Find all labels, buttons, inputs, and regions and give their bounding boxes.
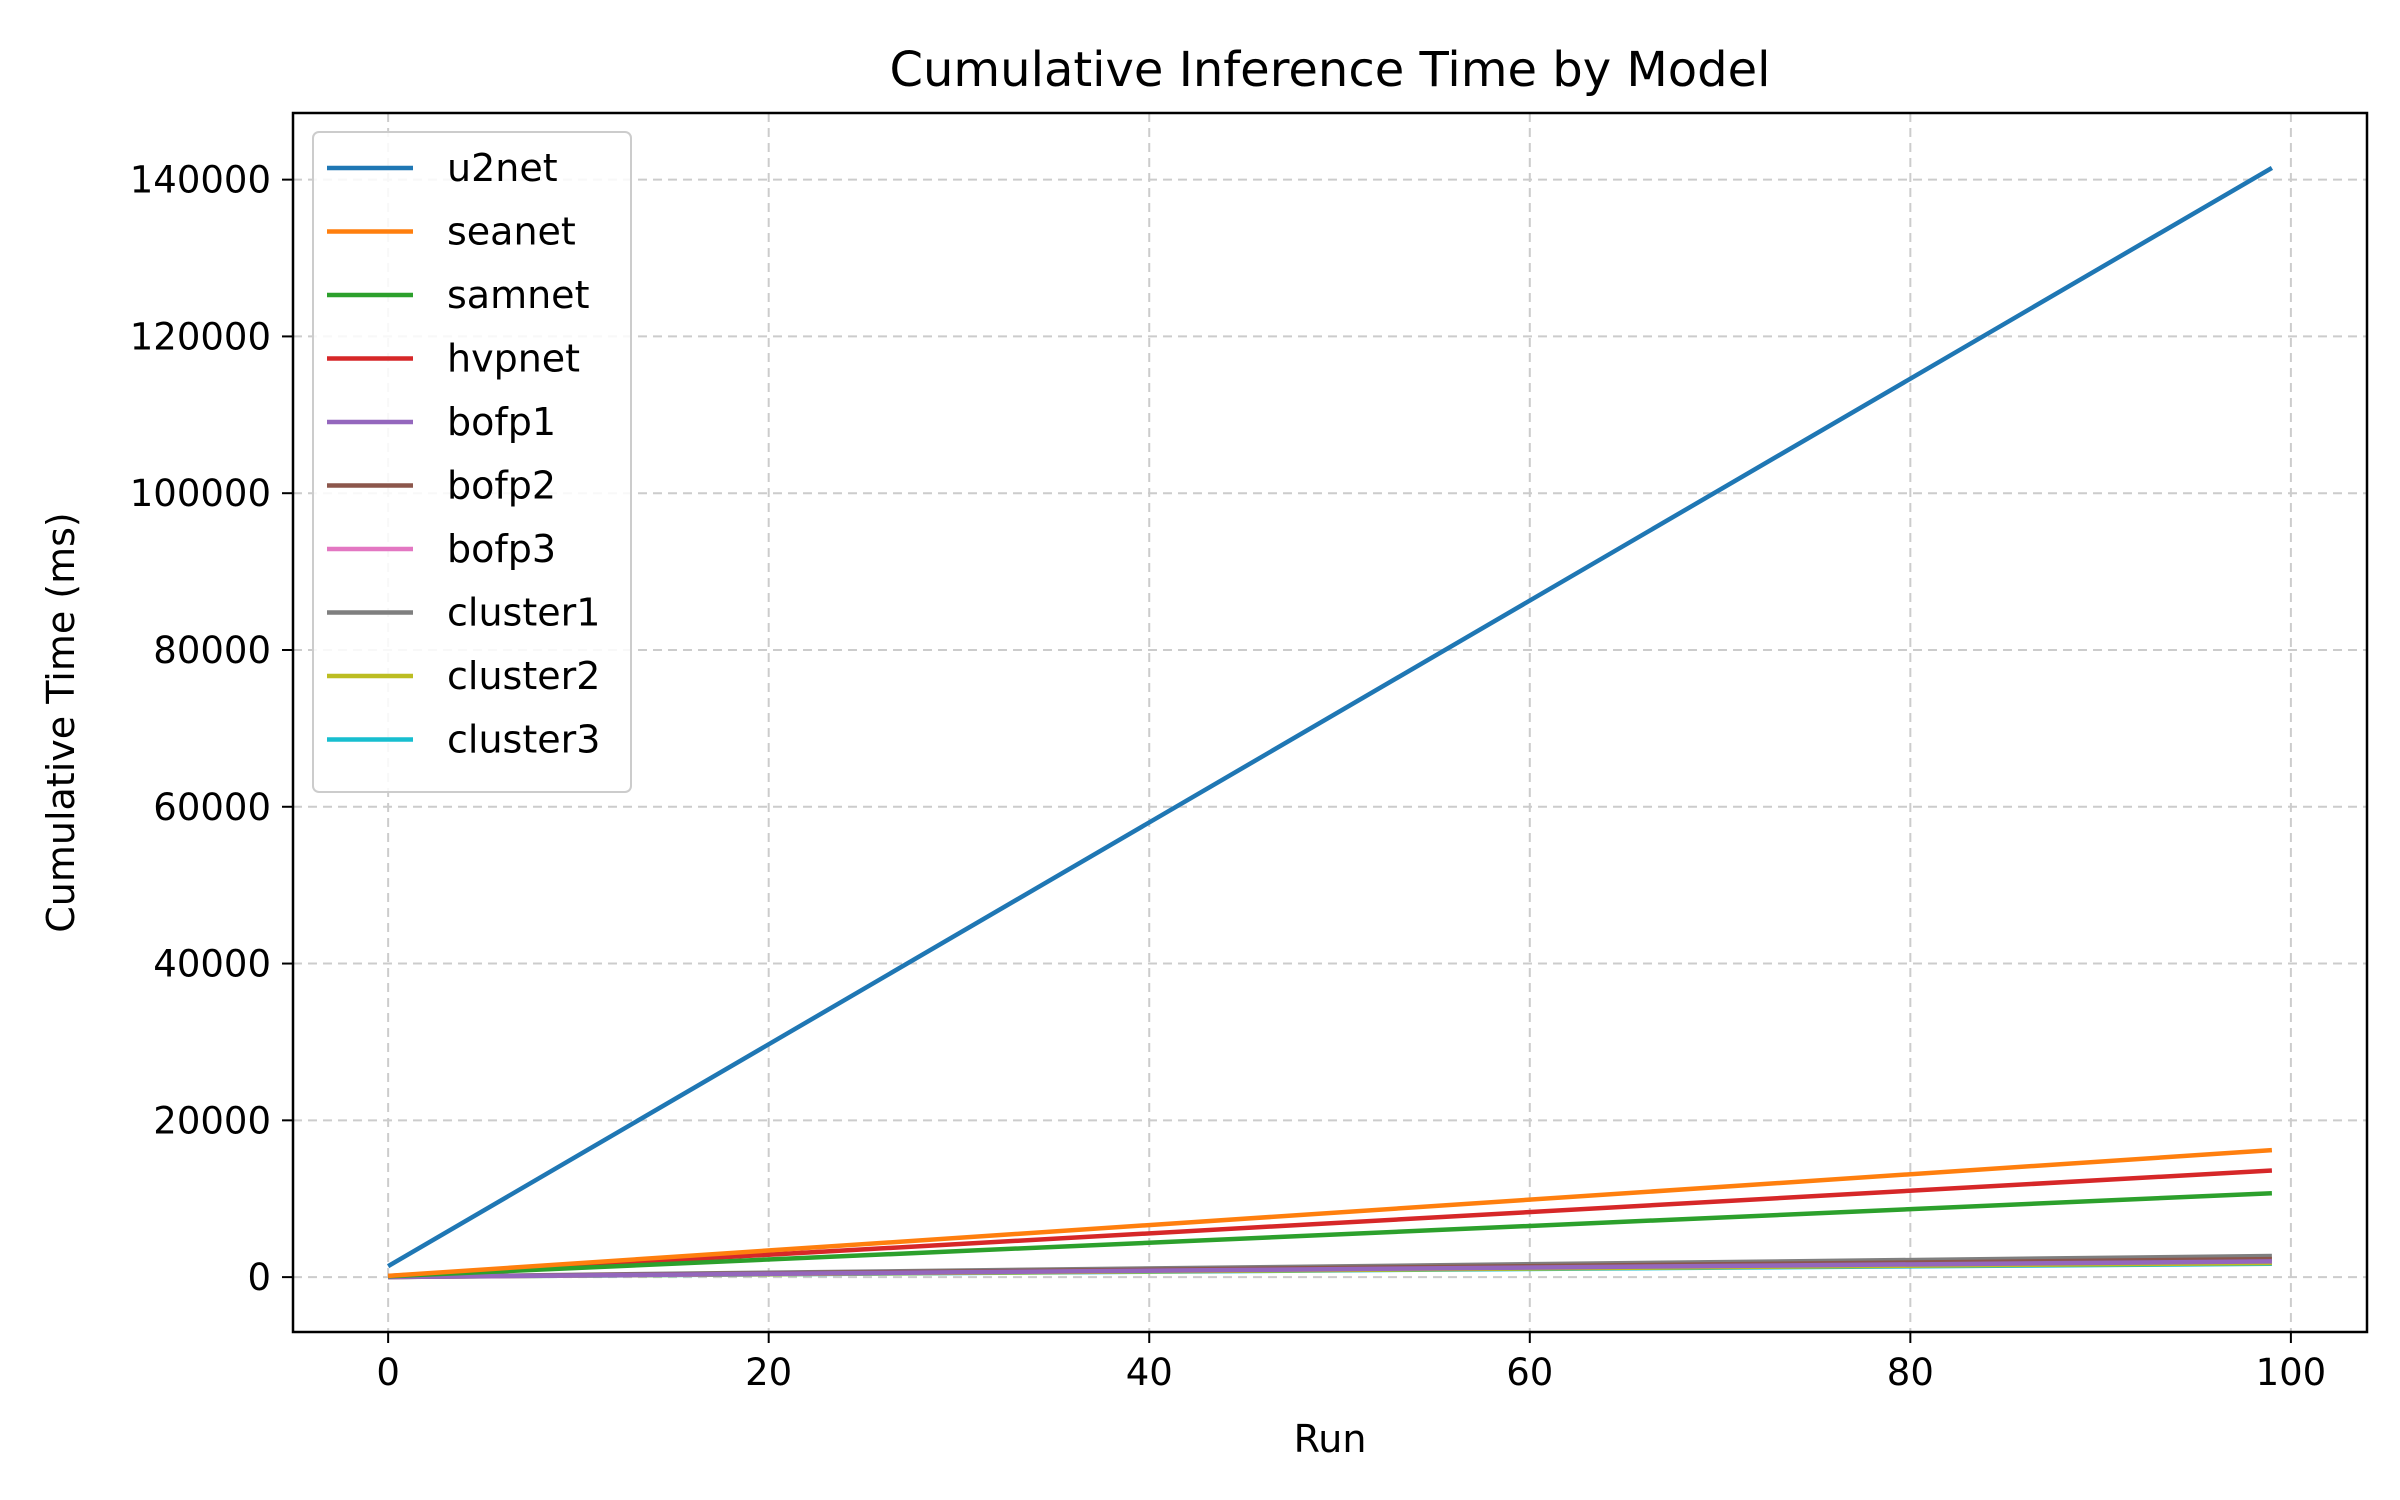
series-lines (386, 165, 2274, 1280)
plot-frame (291, 111, 2369, 1334)
y-tick-label: 60000 (153, 786, 271, 829)
legend-label: seanet (447, 210, 576, 254)
series-line-seanet (387, 1147, 2273, 1279)
series-line-bofp1 (388, 1259, 2272, 1280)
x-tick-label: 60 (1506, 1351, 1553, 1394)
y-tick-label: 120000 (130, 315, 271, 358)
x-axis-label: Run (1294, 1417, 1367, 1461)
series-line-samnet (388, 1190, 2272, 1279)
y-tick-label: 100000 (130, 472, 271, 515)
y-tick-label: 0 (247, 1256, 271, 1299)
x-tick-label: 100 (2256, 1351, 2327, 1394)
y-tick-label: 40000 (153, 943, 271, 986)
legend-label: cluster2 (447, 654, 600, 698)
chart-title: Cumulative Inference Time by Model (889, 42, 1770, 98)
x-tick-label: 40 (1126, 1351, 1173, 1394)
series-line-u2net (386, 165, 2274, 1269)
legend-label: bofp2 (447, 464, 556, 508)
legend: u2net seanet samnet hvpnet bofp1 bofp2 bofp3 cl… (312, 131, 632, 793)
y-tick-label: 140000 (130, 159, 271, 202)
y-tick-label: 80000 (153, 629, 271, 672)
axis-ticks: 0 20 40 60 80 100 0 20000 40000 60000 80000 100000 1… (130, 159, 2326, 1394)
legend-label: hvpnet (447, 337, 580, 381)
y-tick-label: 20000 (153, 1099, 271, 1142)
legend-label: samnet (447, 273, 589, 317)
legend-label: bofp1 (447, 400, 556, 444)
x-tick-label: 80 (1887, 1351, 1934, 1394)
legend-label: bofp3 (447, 527, 556, 571)
y-axis-label: Cumulative Time (ms) (39, 512, 83, 933)
x-tick-label: 0 (376, 1351, 400, 1394)
legend-label: cluster3 (447, 718, 600, 762)
legend-label: cluster1 (447, 591, 600, 635)
legend-label: u2net (447, 146, 558, 190)
x-tick-label: 20 (745, 1351, 792, 1394)
series-line-hvpnet (387, 1168, 2273, 1279)
